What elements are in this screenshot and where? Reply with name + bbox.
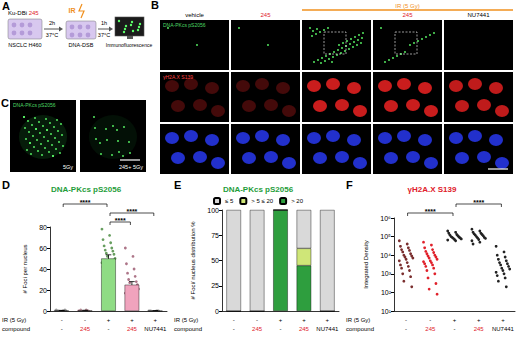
- svg-text:-: -: [405, 326, 407, 332]
- svg-text:# Foci per nucleus: # Foci per nucleus: [22, 244, 28, 293]
- svg-text:IR (5 Gy): IR (5 Gy): [395, 3, 419, 9]
- svg-text:245: 245: [252, 326, 263, 332]
- svg-text:50: 50: [211, 257, 219, 264]
- svg-text:****: ****: [80, 199, 91, 206]
- svg-text:> 20: > 20: [291, 198, 304, 204]
- svg-text:C: C: [1, 97, 9, 109]
- svg-text:NU7441: NU7441: [144, 326, 167, 332]
- svg-text:10¹: 10¹: [381, 308, 392, 315]
- svg-text:-: -: [61, 317, 63, 323]
- svg-text:-: -: [429, 317, 431, 323]
- svg-text:37°C: 37°C: [46, 32, 58, 38]
- svg-text:NU7441: NU7441: [467, 12, 490, 18]
- svg-text:10⁶: 10⁶: [380, 215, 391, 222]
- svg-text:+: +: [154, 317, 158, 323]
- svg-text:> 5 ≤ 20: > 5 ≤ 20: [251, 198, 273, 204]
- svg-text:-: -: [84, 317, 86, 323]
- svg-text:-: -: [454, 326, 456, 332]
- svg-text:# Foci/ nucleus distribution %: # Foci/ nucleus distribution %: [190, 221, 196, 300]
- svg-text:γH2A.X S139: γH2A.X S139: [408, 185, 457, 194]
- svg-text:DNA-PKcs pS2056: DNA-PKcs pS2056: [163, 22, 206, 28]
- svg-text:+: +: [477, 317, 481, 323]
- svg-text:245: 245: [127, 326, 138, 332]
- svg-text:+: +: [453, 317, 457, 323]
- svg-text:Immunofluorescence: Immunofluorescence: [106, 42, 153, 48]
- svg-text:10⁵: 10⁵: [380, 233, 391, 240]
- svg-text:DNA-PKcs pS2056: DNA-PKcs pS2056: [223, 185, 294, 194]
- svg-text:-: -: [61, 326, 63, 332]
- svg-text:2h: 2h: [49, 20, 55, 26]
- svg-text:A: A: [2, 0, 10, 12]
- svg-text:NSCLC H460: NSCLC H460: [8, 42, 41, 48]
- svg-text:NU7441: NU7441: [492, 326, 515, 332]
- svg-text:37°C: 37°C: [98, 32, 110, 38]
- svg-text:245: 245: [260, 12, 271, 18]
- svg-text:Integrated Density: Integrated Density: [363, 240, 369, 289]
- svg-text:****: ****: [473, 199, 484, 206]
- svg-text:75: 75: [211, 232, 219, 239]
- svg-text:DNA-PKcs pS2056: DNA-PKcs pS2056: [13, 102, 56, 108]
- svg-text:+: +: [501, 317, 505, 323]
- svg-text:IR (5 Gy): IR (5 Gy): [346, 317, 370, 323]
- svg-text:0: 0: [215, 308, 219, 315]
- svg-text:40: 40: [39, 266, 47, 273]
- svg-text:60: 60: [39, 245, 47, 252]
- svg-text:Ku-DBi 245: Ku-DBi 245: [8, 10, 39, 16]
- svg-text:vehicle: vehicle: [185, 12, 204, 18]
- svg-text:B: B: [151, 0, 159, 11]
- svg-text:245: 245: [80, 326, 91, 332]
- svg-text:****: ****: [425, 208, 436, 215]
- svg-text:245+ 5Gy: 245+ 5Gy: [119, 164, 143, 170]
- svg-text:+: +: [107, 317, 111, 323]
- svg-text:IR (5 Gy): IR (5 Gy): [2, 317, 26, 323]
- svg-text:10³: 10³: [381, 270, 392, 277]
- svg-text:245: 245: [299, 326, 310, 332]
- svg-text:-: -: [280, 326, 282, 332]
- svg-text:245: 245: [425, 326, 436, 332]
- svg-text:245: 245: [474, 326, 485, 332]
- svg-text:DNA-PKcs pS2056: DNA-PKcs pS2056: [51, 185, 122, 194]
- svg-text:IR: IR: [69, 7, 76, 14]
- svg-text:F: F: [346, 179, 353, 191]
- svg-text:10²: 10²: [381, 289, 392, 296]
- svg-text:E: E: [174, 179, 181, 191]
- svg-text:25: 25: [211, 282, 219, 289]
- svg-text:10⁴: 10⁴: [380, 252, 391, 259]
- svg-text:245: 245: [402, 12, 413, 18]
- svg-text:NU7441: NU7441: [316, 326, 339, 332]
- svg-text:0: 0: [43, 308, 47, 315]
- svg-text:compound: compound: [174, 326, 202, 332]
- svg-text:-: -: [405, 317, 407, 323]
- svg-text:-: -: [108, 326, 110, 332]
- svg-text:****: ****: [115, 217, 126, 224]
- svg-text:γH2A.X S139: γH2A.X S139: [163, 74, 193, 80]
- svg-text:D: D: [2, 179, 10, 191]
- svg-text:+: +: [130, 317, 134, 323]
- svg-text:compound: compound: [2, 326, 30, 332]
- svg-text:100: 100: [207, 207, 219, 214]
- svg-text:+: +: [302, 317, 306, 323]
- svg-text:IR (5 Gy): IR (5 Gy): [174, 317, 198, 323]
- svg-text:+: +: [279, 317, 283, 323]
- svg-text:-: -: [256, 317, 258, 323]
- svg-text:-: -: [233, 317, 235, 323]
- svg-text:compound: compound: [346, 326, 374, 332]
- svg-text:+: +: [326, 317, 330, 323]
- svg-text:****: ****: [126, 208, 137, 215]
- svg-text:DNA-DSB: DNA-DSB: [69, 42, 94, 48]
- svg-text:-: -: [233, 326, 235, 332]
- svg-text:1h: 1h: [101, 20, 107, 26]
- svg-text:20: 20: [39, 287, 47, 294]
- svg-text:5Gy: 5Gy: [63, 164, 73, 170]
- svg-text:≤ 5: ≤ 5: [225, 198, 234, 204]
- svg-text:80: 80: [39, 224, 47, 231]
